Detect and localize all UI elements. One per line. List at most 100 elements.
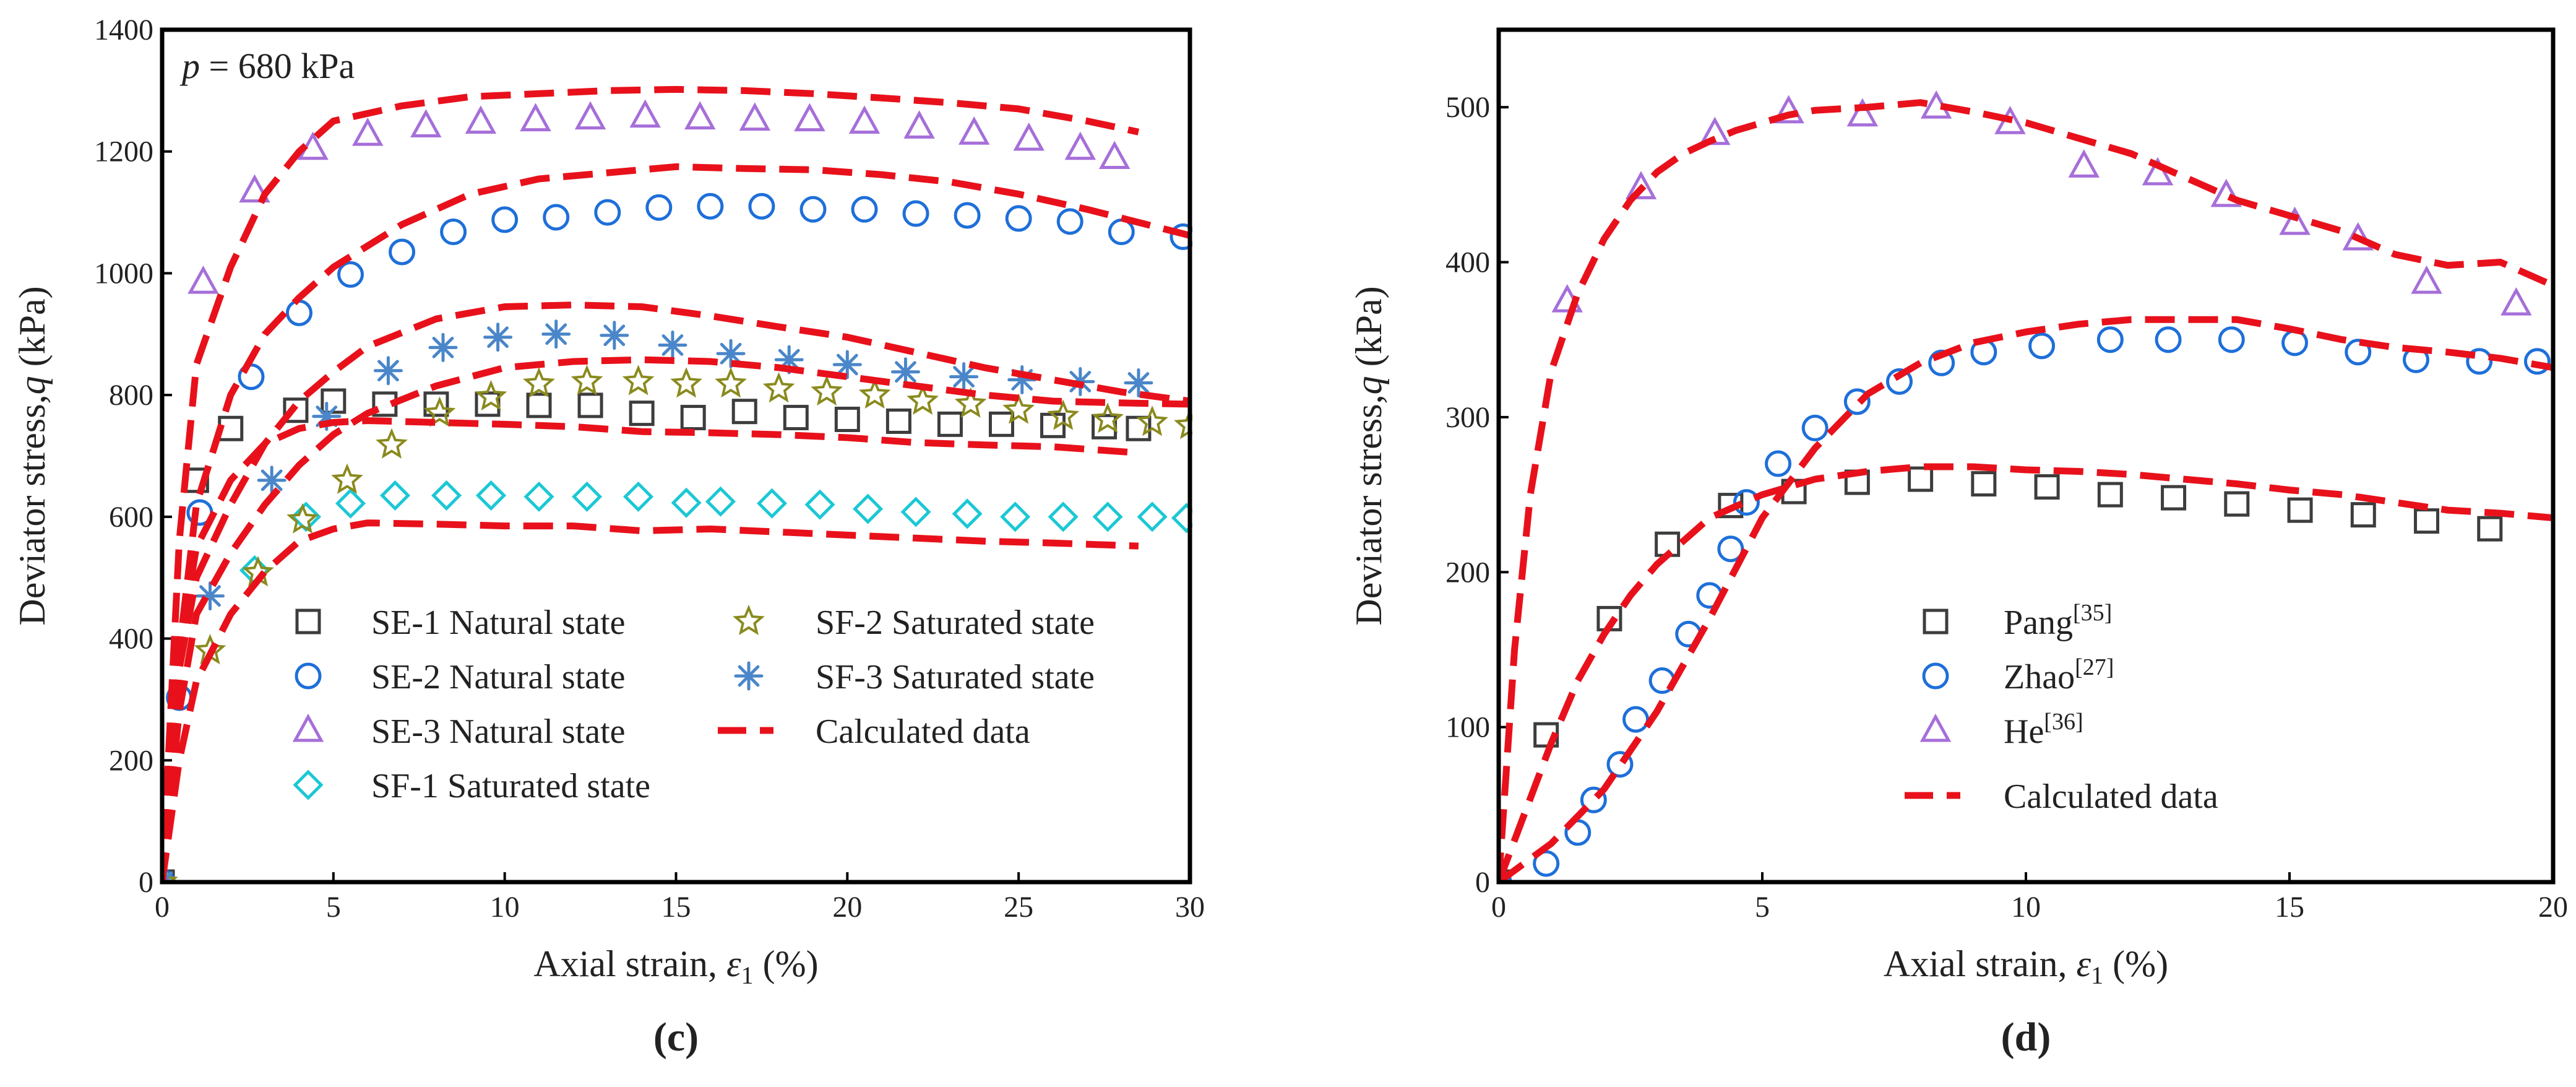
data-point-se-3-natural-state (903, 110, 935, 139)
data-point-se-2-natural-state (389, 238, 416, 266)
legend-label-se-3-natural-state: SE-3 Natural state (371, 712, 626, 751)
data-point-sf-2-saturated-state (571, 365, 603, 396)
data-point-zhao (1580, 786, 1607, 813)
data-point-sf-1-saturated-state (756, 488, 788, 519)
legend-swatch-se-1-natural-state (295, 608, 321, 634)
data-point-sf-3-saturated-state (716, 339, 746, 368)
data-point-sf-1-saturated-state (431, 480, 462, 511)
data-point-sf-3-saturated-state (428, 332, 458, 362)
data-point-pang (2414, 508, 2440, 534)
x-tick-label: 20 (2538, 891, 2568, 924)
data-point-sf-2-saturated-state (1136, 405, 1168, 436)
data-point-se-2-natural-state (697, 193, 724, 220)
data-point-zhao (2466, 348, 2493, 375)
calculated-curve-6 (162, 519, 1139, 882)
plot-frame (160, 27, 1192, 885)
legend-label-he: He[36] (2004, 709, 2083, 751)
data-point-pang (2224, 491, 2250, 517)
y-tick-label: 600 (109, 501, 153, 534)
panel-label-c: (c) (653, 1015, 699, 1060)
plot-frame (1496, 27, 2556, 885)
data-point-se-3-natural-state (629, 99, 661, 128)
data-point-se-1-natural-state (834, 406, 860, 432)
data-point-he (2279, 206, 2311, 235)
data-point-se-2-natural-state (645, 194, 673, 221)
data-point-sf-3-saturated-state (658, 330, 687, 360)
legend-label-se-2-natural-state: SE-2 Natural state (371, 658, 626, 696)
data-point-se-2-natural-state (799, 196, 827, 223)
legend: SE-1 Natural state SE-2 Natural state SE-3… (292, 604, 1095, 805)
data-point-se-1-natural-state (577, 392, 603, 418)
data-point-sf-1-saturated-state (804, 489, 835, 520)
data-point-sf-1-saturated-state (1048, 501, 1079, 532)
data-point-pang (2350, 502, 2376, 528)
data-point-se-1-natural-state (629, 401, 655, 427)
data-point-se-2-natural-state (748, 193, 775, 220)
data-point-se-3-natural-state (187, 266, 219, 294)
data-point-se-3-natural-state (1013, 122, 1045, 151)
x-tick-label: 0 (1491, 891, 1506, 924)
legend-label-se-1-natural-state: SE-1 Natural state (371, 604, 626, 642)
legend-label-calculated-data: Calculated data (2004, 777, 2218, 816)
data-point-he (2210, 178, 2242, 207)
legend-swatch-sf-2-saturated-state (733, 604, 765, 636)
data-point-se-3-natural-state (410, 109, 442, 137)
data-point-se-1-natural-state (1040, 412, 1066, 438)
data-point-zhao (2028, 332, 2056, 360)
legend-label-sf-1-saturated-state: SF-1 Saturated state (371, 767, 650, 805)
chart-panel-c: 0 5 10 15 20 25 30 0 200 400 600 800 1000 1200 1400 p =… (12, 14, 1205, 1060)
y-tick-label: 100 (1445, 711, 1490, 744)
data-point-sf-3-saturated-state (949, 362, 979, 392)
legend-swatch-zhao (1922, 662, 1949, 690)
data-point-zhao (1733, 489, 1760, 516)
pressure-annotation: p = 680 kPa (179, 46, 355, 86)
data-point-zhao (1801, 414, 1829, 441)
data-point-zhao (2281, 329, 2309, 357)
data-point-he (1773, 95, 1804, 124)
y-tick-label: 0 (1475, 866, 1490, 899)
legend-label-zhao: Zhao[27] (2004, 654, 2114, 696)
legend-swatch-sf-3-saturated-state (734, 661, 764, 691)
data-point-se-1-natural-state (783, 405, 809, 431)
legend-swatch-sf-1-saturated-state (293, 769, 324, 800)
data-point-sf-1-saturated-state (623, 481, 654, 512)
y-tick-label: 200 (1445, 556, 1490, 589)
data-point-sf-1-saturated-state (671, 487, 702, 518)
data-point-zhao (2218, 326, 2245, 353)
data-point-he (2501, 287, 2532, 316)
data-point-he (2068, 149, 2100, 178)
x-tick-label: 15 (2275, 891, 2304, 924)
data-point-se-3-natural-state (739, 102, 771, 131)
data-point-zhao (1843, 388, 1871, 415)
x-tick-label: 10 (2011, 891, 2041, 924)
data-point-se-1-natural-state (423, 391, 449, 417)
data-point-sf-3-saturated-state (483, 323, 513, 352)
data-point-sf-1-saturated-state (379, 480, 411, 511)
y-tick-label: 500 (1445, 91, 1490, 124)
data-point-pang (2097, 482, 2123, 508)
data-point-sf-2-saturated-state (622, 365, 655, 396)
data-point-sf-2-saturated-state (162, 865, 178, 882)
calculated-curve-3 (1499, 463, 2554, 882)
data-point-se-3-natural-state (574, 101, 606, 130)
y-axis-label: Deviator stress,q (kPa) (1348, 286, 1389, 625)
calculated-curve-1 (162, 85, 1140, 882)
data-point-se-3-natural-state (848, 105, 881, 134)
data-point-zhao (1622, 706, 1650, 733)
x-tick-label: 25 (1004, 891, 1033, 924)
data-point-se-2-natural-state (851, 196, 878, 223)
data-point-se-1-natural-state (526, 392, 552, 418)
data-point-sf-3-saturated-state (373, 356, 403, 386)
data-point-he (1846, 98, 1879, 127)
data-point-zhao (1606, 751, 1634, 778)
calculated-curve-4 (162, 356, 1191, 882)
plot-data (1499, 90, 2555, 882)
data-point-se-2-natural-state (902, 200, 929, 227)
data-point-se-2-natural-state (1005, 205, 1032, 232)
legend-label-calculated-data: Calculated data (816, 712, 1030, 751)
data-point-he (2142, 157, 2174, 186)
data-point-sf-3-saturated-state (541, 319, 571, 349)
legend-swatch-pang (1923, 608, 1949, 634)
data-point-se-2-natural-state (954, 202, 981, 229)
plot-data (162, 85, 1192, 882)
